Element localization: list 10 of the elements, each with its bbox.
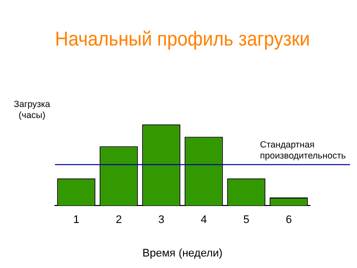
x-tick-label: 1 — [73, 214, 80, 226]
x-tick-label: 4 — [200, 214, 207, 226]
chart-title: Начальный профиль загрузки — [55, 28, 310, 51]
x-tick-label: 5 — [243, 214, 250, 226]
x-tick-label: 3 — [158, 214, 164, 226]
y-axis-title: Загрузка (часы) — [14, 98, 50, 120]
x-tick-label: 2 — [116, 214, 122, 226]
ref-line-label: Стандартная производительность — [260, 140, 346, 161]
x-axis-title: Время (недели) — [142, 247, 223, 260]
x-tick-label: 6 — [286, 214, 292, 226]
